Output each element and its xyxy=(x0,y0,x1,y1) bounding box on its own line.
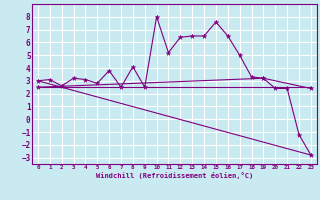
X-axis label: Windchill (Refroidissement éolien,°C): Windchill (Refroidissement éolien,°C) xyxy=(96,172,253,179)
